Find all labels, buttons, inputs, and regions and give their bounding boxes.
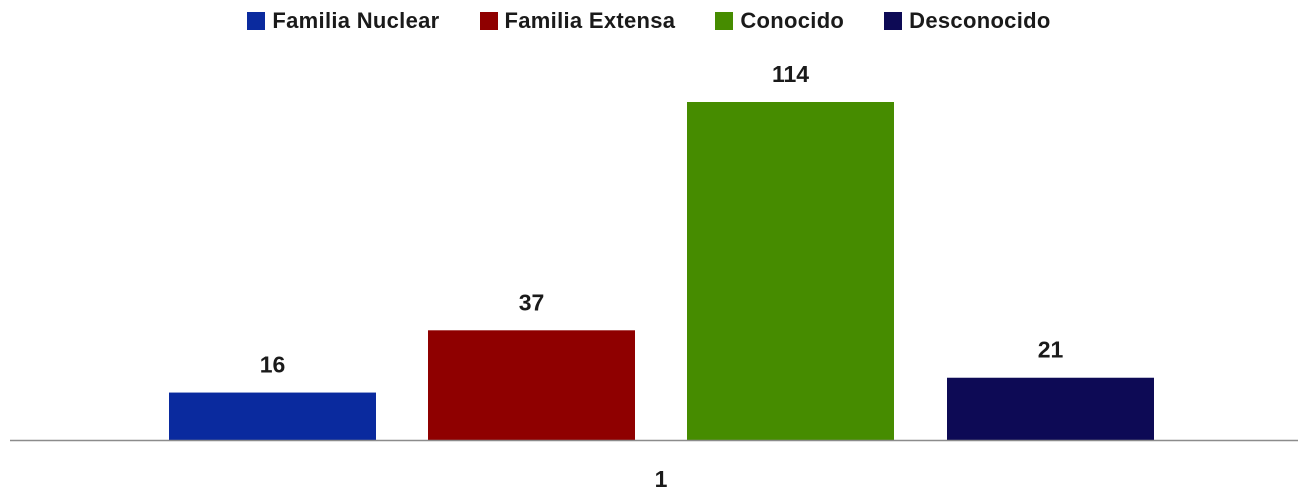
legend-label: Desconocido <box>909 8 1051 33</box>
x-tick-label: 1 <box>655 466 668 491</box>
bar-desconocido <box>947 377 1154 440</box>
legend-item-familia-nuclear: Familia Nuclear <box>247 8 439 34</box>
legend-swatch <box>715 12 734 30</box>
legend-label: Familia Nuclear <box>272 8 440 33</box>
bar-familia-nuclear <box>169 392 376 440</box>
legend-item-familia-extensa: Familia Extensa <box>479 8 676 34</box>
legend-label: Conocido <box>740 8 845 33</box>
legend-item-desconocido: Desconocido <box>884 8 1050 34</box>
legend-swatch <box>247 12 266 30</box>
legend: Familia Nuclear Familia Extensa Conocido… <box>0 8 1298 34</box>
legend-swatch <box>884 12 903 30</box>
legend-item-conocido: Conocido <box>715 8 844 34</box>
data-label: 21 <box>1038 337 1064 363</box>
legend-label: Familia Extensa <box>504 8 676 33</box>
bar-conocido <box>687 102 894 440</box>
data-label: 37 <box>519 289 545 315</box>
bar-familia-extensa <box>428 330 635 440</box>
data-label: 114 <box>772 61 809 87</box>
data-label: 16 <box>260 352 286 378</box>
legend-swatch <box>479 12 498 30</box>
